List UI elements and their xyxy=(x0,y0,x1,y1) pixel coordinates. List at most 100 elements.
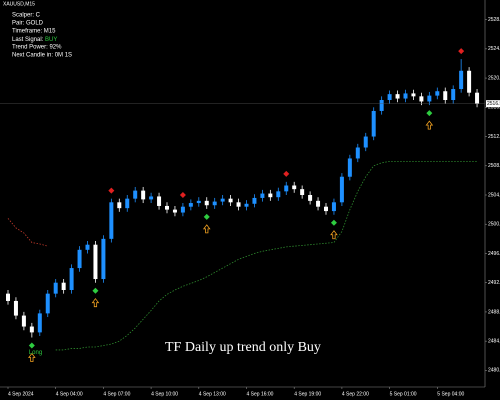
candle-body xyxy=(133,190,138,199)
y-tick-label: 2508.00 xyxy=(488,163,500,169)
candle-body xyxy=(363,136,368,148)
candle-body xyxy=(331,202,336,212)
buy-diamond xyxy=(92,287,99,294)
x-tick-label: 4 Sep 22:00 xyxy=(342,391,369,397)
candle-body xyxy=(252,197,257,204)
support-line xyxy=(55,160,478,351)
candle-body xyxy=(379,100,384,111)
candle-body xyxy=(451,89,456,100)
candle-body xyxy=(149,196,154,200)
annotation: TF Daily up trend only Buy xyxy=(165,340,321,355)
candle-body xyxy=(268,193,273,198)
candle-body xyxy=(37,313,42,333)
candle-body xyxy=(85,244,90,250)
y-tick-label: 2504.00 xyxy=(488,192,500,198)
x-tick-label: 5 Sep 01:00 xyxy=(390,391,417,397)
candle-body xyxy=(355,147,360,159)
y-tick-label: 2488.00 xyxy=(488,309,500,315)
candle-body xyxy=(300,189,305,195)
candle-body xyxy=(292,185,297,190)
candle-body xyxy=(117,202,122,209)
candle-body xyxy=(69,268,74,290)
candle-body xyxy=(276,191,281,198)
candle-body xyxy=(196,200,201,204)
candle-body xyxy=(204,200,209,206)
candle-body xyxy=(101,238,106,280)
candle-body xyxy=(324,206,328,212)
candle-body xyxy=(284,185,289,192)
y-tick-label: 2480.00 xyxy=(488,368,500,374)
x-tick-label: 4 Sep 10:00 xyxy=(151,391,178,397)
buy-arrow xyxy=(425,120,434,130)
y-tick-label: 2496.00 xyxy=(488,251,500,257)
candle-body xyxy=(165,205,169,210)
info-trend-power: Trend Power: 92% xyxy=(12,45,62,51)
candle-body xyxy=(29,326,34,333)
symbol: XAUUSD,M15 xyxy=(3,1,35,7)
info-pair: Pair: GOLD xyxy=(12,21,44,27)
candle-body xyxy=(77,249,82,269)
candle-body xyxy=(220,198,225,202)
candle-body xyxy=(6,293,10,301)
candle-body xyxy=(435,91,440,96)
candle-body xyxy=(411,93,416,97)
info-next-candle: Next Candle in: 0M 1S xyxy=(12,53,72,59)
candle-body xyxy=(212,201,217,206)
buy-arrow xyxy=(330,230,338,240)
candle-body xyxy=(260,193,265,198)
candle-body xyxy=(371,110,376,137)
x-tick-label: 4 Sep 2024 xyxy=(8,391,34,397)
candle-body xyxy=(228,198,233,203)
y-tick-label: 2512.00 xyxy=(488,134,500,140)
candle-body xyxy=(141,190,146,200)
info-timeframe: Timeframe: M15 xyxy=(12,29,56,35)
buy-diamond xyxy=(426,110,433,117)
x-tick-label: 4 Sep 19:00 xyxy=(294,391,321,397)
y-tick-label: 2524.00 xyxy=(488,46,500,52)
last-signal-value: BUY xyxy=(45,37,57,43)
signal-label: Long xyxy=(29,350,42,356)
candle-body xyxy=(45,293,50,314)
candle-body xyxy=(403,93,408,99)
candle-body xyxy=(387,94,392,100)
y-tick-label: 2516.00 xyxy=(488,105,500,111)
buy-arrow xyxy=(28,352,36,362)
candle-body xyxy=(53,282,58,294)
candle-body xyxy=(475,92,480,104)
candle-body xyxy=(157,196,162,206)
buy-diamond xyxy=(203,213,210,220)
candle-body xyxy=(316,200,321,207)
buy-arrow xyxy=(202,224,211,234)
sell-diamond xyxy=(283,170,290,177)
y-tick-label: 2484.00 xyxy=(488,338,500,344)
buy-diamond xyxy=(28,342,35,349)
x-tick-label: 4 Sep 04:00 xyxy=(56,391,83,397)
buy-diamond xyxy=(330,219,337,226)
candle-body xyxy=(419,96,424,102)
candle-body xyxy=(427,95,432,102)
sell-diamond xyxy=(179,192,186,199)
candle-body xyxy=(395,94,400,99)
y-tick-label: 2520.00 xyxy=(488,75,500,81)
candle-body xyxy=(125,198,130,209)
last-signal-label: Last Signal: xyxy=(12,37,45,43)
candle-body xyxy=(443,91,448,100)
x-tick-label: 5 Sep 04:00 xyxy=(437,391,464,397)
candle-body xyxy=(236,202,241,207)
candle-body xyxy=(61,282,66,290)
candle-body xyxy=(13,300,18,316)
candle-body xyxy=(339,176,344,203)
x-tick-label: 4 Sep 16:00 xyxy=(247,391,274,397)
candle-body xyxy=(172,209,177,213)
x-tick-label: 4 Sep 13:00 xyxy=(199,391,226,397)
current-price-label: 2516.50 xyxy=(487,101,500,107)
buy-arrow xyxy=(91,298,100,308)
y-tick-label: 2500.00 xyxy=(488,222,500,228)
candle-body xyxy=(244,203,249,207)
candle-body xyxy=(180,206,185,213)
info-scalper: Scalper: C xyxy=(12,13,41,19)
current-price-box xyxy=(486,100,500,108)
candle-body xyxy=(467,70,472,93)
